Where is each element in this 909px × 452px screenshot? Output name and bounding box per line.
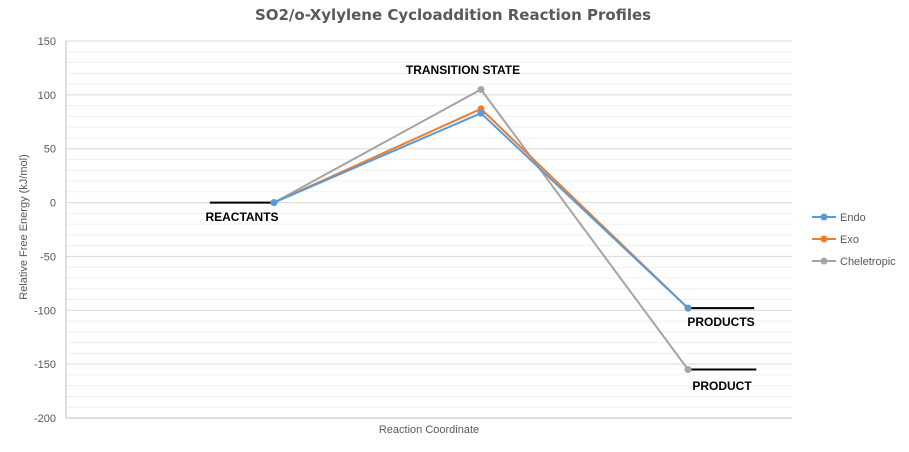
legend-swatch-marker bbox=[820, 213, 828, 221]
annotation-reactants: REACTANTS bbox=[205, 210, 278, 224]
data-point-endo bbox=[270, 199, 278, 207]
energy-levels bbox=[209, 201, 757, 371]
legend-item-exo: Exo bbox=[840, 234, 859, 246]
series-line-endo bbox=[273, 111, 689, 309]
legend-item-endo: Endo bbox=[840, 212, 866, 224]
legend: Endo Exo Cheletropic bbox=[812, 212, 896, 268]
y-tick-label: -150 bbox=[34, 359, 56, 371]
y-tick-label: -100 bbox=[34, 305, 56, 317]
y-axis-label: Relative Free Energy (kJ/mol) bbox=[18, 154, 30, 300]
legend-swatch-marker bbox=[820, 257, 828, 265]
y-tick-label: 100 bbox=[38, 90, 56, 102]
data-point-cheletropic bbox=[477, 85, 485, 93]
y-tick-label: -50 bbox=[40, 251, 56, 263]
annotation-product: PRODUCT bbox=[692, 379, 752, 393]
grid bbox=[66, 40, 792, 419]
y-tick-label: -200 bbox=[34, 413, 56, 425]
legend-swatch-marker bbox=[820, 235, 828, 243]
y-tick-labels: 150 100 50 0 -50 -100 -150 -200 bbox=[34, 36, 56, 425]
chart-title: SO2/o-Xylylene Cycloaddition Reaction Pr… bbox=[255, 6, 651, 24]
annotation-products: PRODUCTS bbox=[687, 315, 754, 329]
data-point-endo bbox=[477, 109, 485, 117]
y-tick-label: 50 bbox=[44, 144, 56, 156]
y-tick-label: 150 bbox=[38, 36, 56, 48]
series-line-cheletropic bbox=[273, 88, 689, 371]
legend-item-cheletropic: Cheletropic bbox=[840, 256, 896, 268]
data-point-cheletropic bbox=[684, 366, 692, 374]
y-tick-label: 0 bbox=[50, 198, 56, 210]
annotation-transition-state: TRANSITION STATE bbox=[406, 63, 520, 77]
x-axis-label: Reaction Coordinate bbox=[379, 424, 479, 436]
series-group bbox=[270, 85, 692, 374]
data-point-endo bbox=[684, 304, 692, 312]
